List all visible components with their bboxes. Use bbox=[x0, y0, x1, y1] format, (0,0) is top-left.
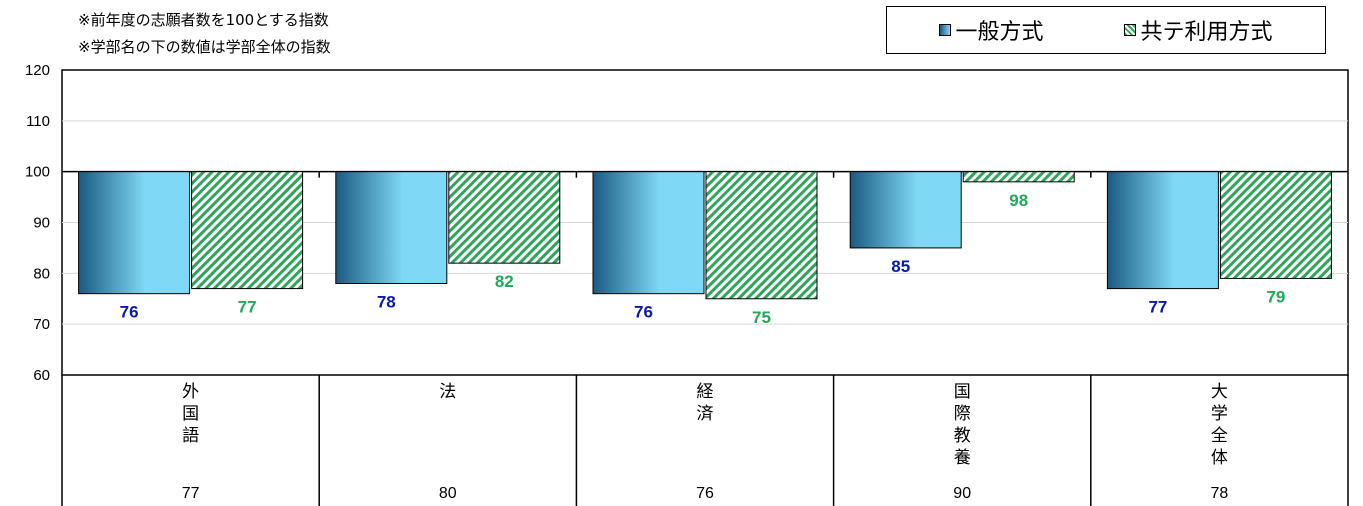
y-tick-label: 90 bbox=[33, 215, 50, 232]
y-tick-label: 80 bbox=[33, 265, 50, 282]
y-tick-label: 110 bbox=[26, 113, 50, 130]
data-label-general: 76 bbox=[120, 303, 139, 322]
faculty-index: 77 bbox=[182, 485, 200, 502]
category-label: 語 bbox=[182, 426, 199, 446]
category-label: 学 bbox=[1211, 404, 1228, 424]
bar-kyote bbox=[705, 171, 818, 300]
category-label: 外 bbox=[182, 382, 199, 402]
legend-swatch-kyote bbox=[1124, 24, 1137, 36]
bar-kyote bbox=[1219, 171, 1332, 279]
data-label-kyote: 79 bbox=[1266, 287, 1285, 306]
category-label: 国 bbox=[182, 404, 199, 424]
legend-label-general: 一般方式 bbox=[955, 20, 1044, 45]
data-label-general: 85 bbox=[891, 257, 910, 276]
category-label: 法 bbox=[439, 382, 456, 402]
bar-general bbox=[1106, 171, 1219, 290]
bar-general bbox=[335, 171, 448, 285]
chart-legend: 一般方式 共テ利用方式 bbox=[886, 6, 1326, 54]
legend-swatch-general bbox=[939, 24, 952, 36]
data-label-general: 76 bbox=[634, 303, 653, 322]
category-label: 際 bbox=[954, 404, 971, 424]
y-tick-label: 70 bbox=[33, 316, 50, 333]
legend-label-kyote: 共テ利用方式 bbox=[1140, 20, 1273, 45]
data-label-kyote: 82 bbox=[495, 272, 514, 291]
legend-item-general: 一般方式 bbox=[939, 14, 1044, 46]
data-label-kyote: 77 bbox=[238, 298, 257, 317]
faculty-index: 80 bbox=[439, 485, 457, 502]
data-label-kyote: 98 bbox=[1009, 191, 1028, 210]
y-tick-label: 120 bbox=[25, 62, 50, 79]
faculty-index: 90 bbox=[953, 485, 971, 502]
data-label-kyote: 75 bbox=[752, 308, 771, 327]
category-label: 養 bbox=[954, 448, 971, 468]
bar-general bbox=[592, 171, 705, 295]
faculty-index: 78 bbox=[1211, 485, 1229, 502]
y-tick-label: 60 bbox=[33, 367, 50, 384]
bar-general bbox=[78, 171, 191, 295]
category-label: 経 bbox=[697, 382, 714, 402]
bar-kyote bbox=[448, 171, 561, 264]
bar-kyote bbox=[962, 171, 1075, 183]
bar-kyote bbox=[191, 171, 304, 290]
category-label: 体 bbox=[1211, 448, 1228, 468]
data-label-general: 77 bbox=[1148, 298, 1167, 317]
category-label: 全 bbox=[1211, 426, 1228, 446]
faculty-index: 76 bbox=[696, 485, 714, 502]
category-label: 済 bbox=[697, 404, 714, 424]
note-line-2: ※学部名の下の数値は学部全体の指数 bbox=[78, 38, 331, 56]
note-line-1: ※前年度の志願者数を100とする指数 bbox=[78, 11, 329, 29]
bar-general bbox=[849, 171, 962, 249]
category-label: 国 bbox=[954, 382, 971, 402]
category-label: 教 bbox=[954, 426, 971, 446]
legend-item-kyote: 共テ利用方式 bbox=[1124, 14, 1273, 46]
y-tick-label: 100 bbox=[25, 164, 50, 181]
data-label-general: 78 bbox=[377, 293, 396, 312]
category-label: 大 bbox=[1211, 382, 1228, 402]
